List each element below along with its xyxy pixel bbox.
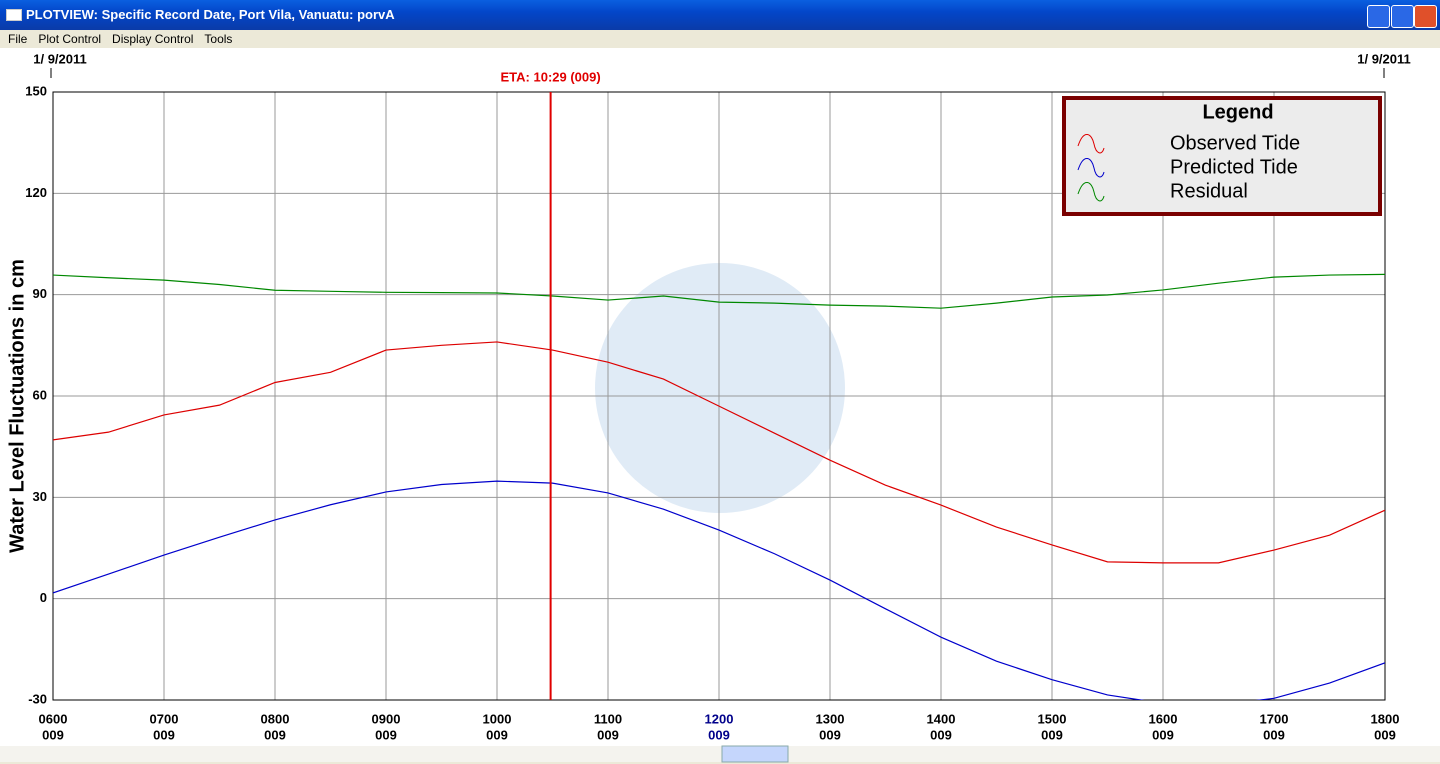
y-tick-label: 120 <box>25 185 47 200</box>
legend-icon <box>1077 182 1105 202</box>
x-tick-label: 1000 <box>483 711 512 726</box>
eta-label: ETA: 10:29 (009) <box>501 69 601 84</box>
x-tick-label: 1100 <box>594 711 622 726</box>
x-tick-day: 009 <box>819 727 841 742</box>
x-tick-label: 0800 <box>261 711 290 726</box>
plot-frame <box>52 91 1386 701</box>
x-tick-label: 1200 <box>705 711 734 726</box>
x-tick-label: 0700 <box>150 711 179 726</box>
series-line <box>53 480 1385 700</box>
menu-item[interactable]: Plot Control <box>38 32 102 46</box>
x-tick-label: 1500 <box>1038 711 1067 726</box>
x-tick-day: 009 <box>1263 727 1285 742</box>
y-tick-label: 150 <box>25 83 47 98</box>
date-label: 1/ 9/2011 <box>1357 51 1411 66</box>
legend-label: Predicted Tide <box>1170 156 1298 178</box>
app-icon <box>6 9 22 21</box>
x-tick-label: 1700 <box>1260 711 1289 726</box>
x-tick-day: 009 <box>1374 727 1396 742</box>
x-tick-day: 009 <box>486 727 508 742</box>
x-tick-day: 009 <box>42 727 64 742</box>
y-tick-label: 90 <box>33 286 47 301</box>
legend-label: Residual <box>1170 180 1248 202</box>
scroll-thumb[interactable] <box>721 745 789 763</box>
scrollbar[interactable] <box>0 746 1440 762</box>
legend-icon <box>1077 158 1105 178</box>
menu-item[interactable]: File <box>8 32 28 46</box>
x-tick-day: 009 <box>375 727 397 742</box>
close-button[interactable] <box>1414 5 1437 28</box>
date-label: 1/ 9/2011 <box>33 51 87 66</box>
y-axis-label: Water Level Fluctuations in cm <box>6 259 28 553</box>
menu-item[interactable]: Tools <box>204 32 233 46</box>
y-tick-label: 0 <box>40 590 47 605</box>
y-tick-label: 30 <box>33 489 47 504</box>
x-tick-label: 0600 <box>39 711 68 726</box>
legend-icon <box>1077 134 1105 154</box>
x-tick-day: 009 <box>930 727 952 742</box>
series-line <box>53 341 1385 564</box>
minimize-button[interactable] <box>1367 5 1390 28</box>
menu-item[interactable]: Display Control <box>112 32 194 46</box>
x-tick-day: 009 <box>1152 727 1174 742</box>
x-tick-day: 009 <box>1041 727 1063 742</box>
title-bar: PLOTVIEW: Specific Record Date, Port Vil… <box>0 0 1440 30</box>
legend-title: Legend <box>1202 101 1273 123</box>
x-tick-day: 009 <box>708 727 730 742</box>
x-tick-day: 009 <box>597 727 619 742</box>
maximize-button[interactable] <box>1391 5 1414 28</box>
legend-label: Observed Tide <box>1170 132 1300 154</box>
watermark <box>595 263 845 513</box>
chart: Water Level Fluctuations in cm 1/ 9/2011… <box>0 48 1440 763</box>
series-line <box>53 273 1385 309</box>
x-tick-day: 009 <box>153 727 175 742</box>
x-tick-label: 1800 <box>1371 711 1400 726</box>
window-title: PLOTVIEW: Specific Record Date, Port Vil… <box>26 7 395 22</box>
x-tick-label: 1400 <box>927 711 956 726</box>
x-tick-label: 1300 <box>816 711 845 726</box>
legend-box <box>1062 96 1382 216</box>
y-tick-label: 60 <box>33 387 47 402</box>
x-tick-day: 009 <box>264 727 286 742</box>
x-tick-label: 0900 <box>372 711 401 726</box>
menu-bar: File Plot Control Display Control Tools <box>0 30 1440 48</box>
y-tick-label: -30 <box>28 691 47 706</box>
x-tick-label: 1600 <box>1149 711 1178 726</box>
